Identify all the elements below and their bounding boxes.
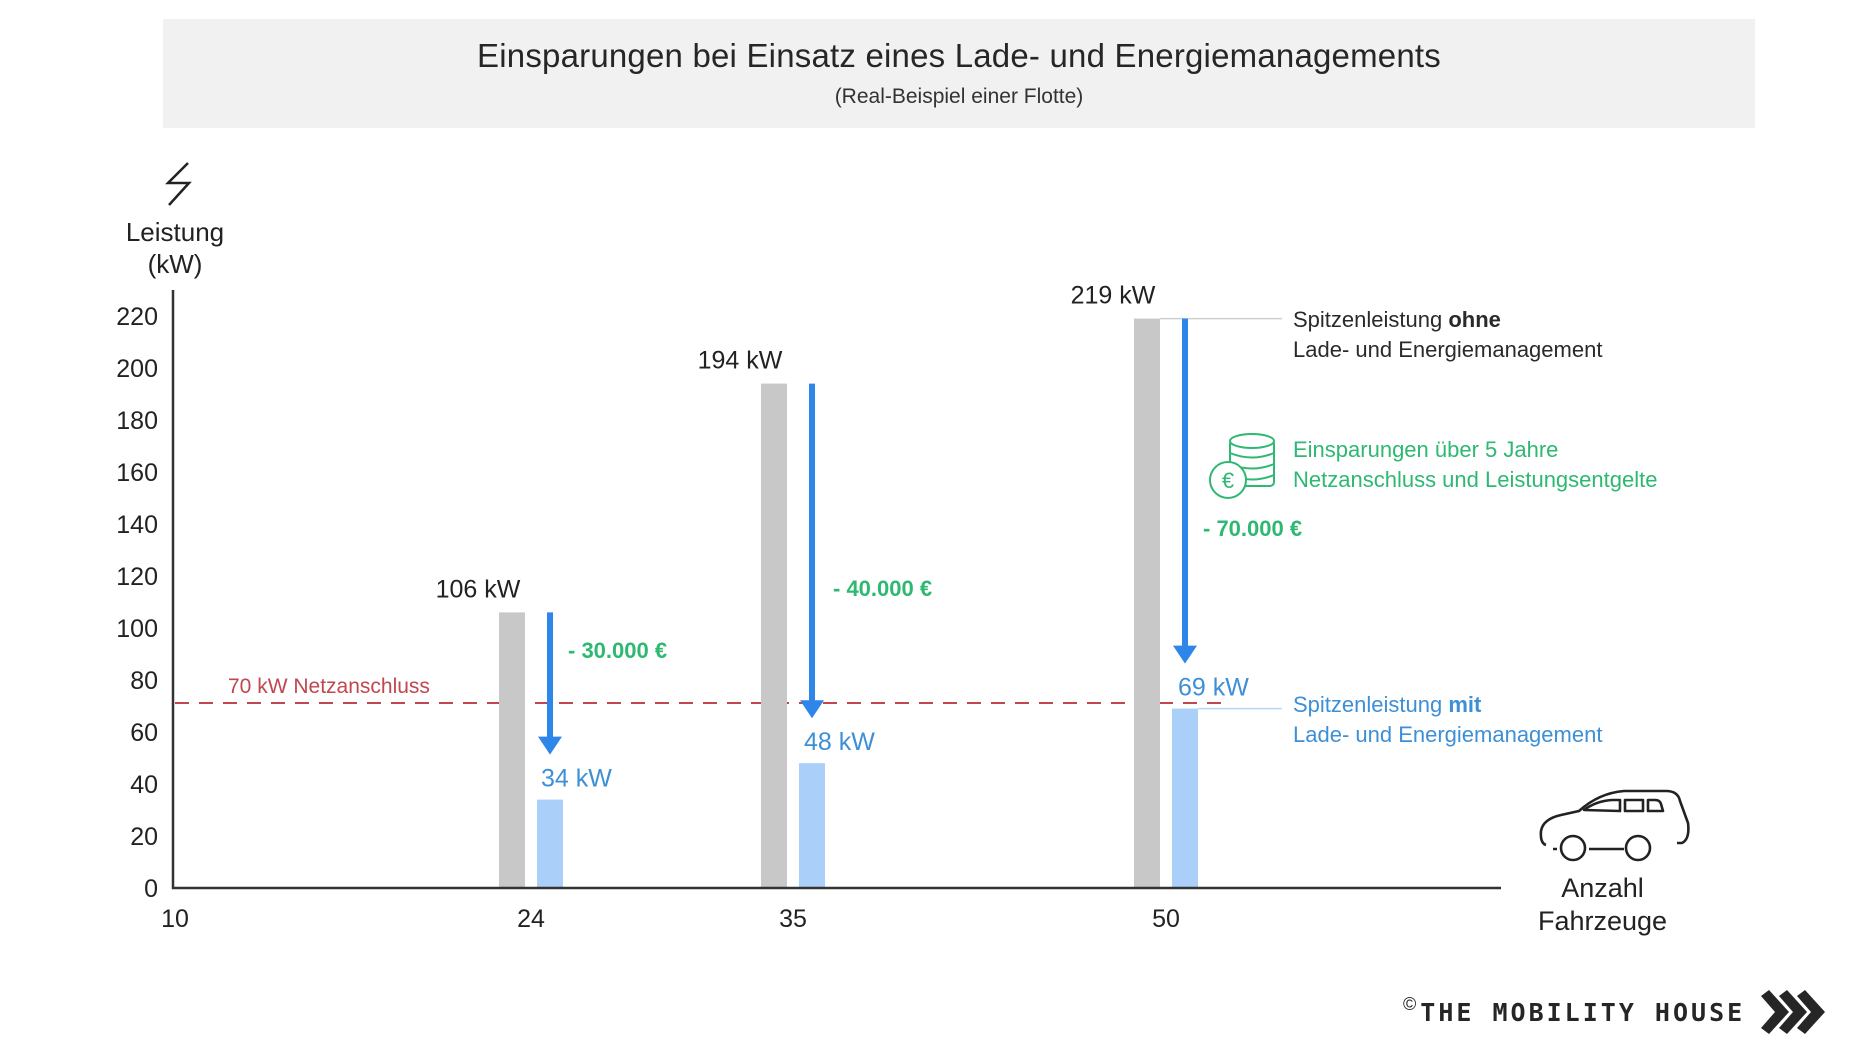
bar-without-label: 194 kW bbox=[698, 347, 783, 375]
y-axis-title-line2: (kW) bbox=[147, 249, 203, 279]
y-tick-label: 160 bbox=[116, 459, 158, 487]
legend-savings: Einsparungen über 5 Jahre Netzanschluss … bbox=[1293, 435, 1657, 495]
x-axis-title: Anzahl Fahrzeuge bbox=[1530, 872, 1675, 938]
x-axis-title-line1: Anzahl bbox=[1561, 873, 1644, 903]
y-tick-label: 80 bbox=[130, 667, 158, 695]
bar-without-label: 219 kW bbox=[1071, 282, 1156, 310]
savings-label: - 40.000 € bbox=[833, 576, 932, 601]
reference-line-label: 70 kW Netzanschluss bbox=[228, 675, 430, 698]
bar-with-label: 34 kW bbox=[541, 765, 612, 793]
legend-with: Spitzenleistung mit Lade- und Energieman… bbox=[1293, 690, 1602, 750]
y-tick-label: 140 bbox=[116, 511, 158, 539]
x-tick-label: 50 bbox=[1152, 905, 1180, 933]
title-banner: Einsparungen bei Einsatz eines Lade- und… bbox=[163, 19, 1755, 128]
y-tick-label: 120 bbox=[116, 563, 158, 591]
bar-with-label: 48 kW bbox=[804, 728, 875, 756]
copyright-symbol: © bbox=[1403, 994, 1417, 1014]
legend-with-text: Spitzenleistung bbox=[1293, 692, 1449, 717]
euro-coins-icon: € bbox=[1209, 433, 1275, 499]
x-tick-label: 35 bbox=[779, 905, 807, 933]
y-tick-label: 0 bbox=[144, 875, 158, 903]
y-tick-label: 20 bbox=[130, 823, 158, 851]
bar-without bbox=[761, 383, 787, 888]
y-tick-label: 40 bbox=[130, 771, 158, 799]
savings-arrow-head bbox=[538, 736, 562, 755]
y-tick-label: 100 bbox=[116, 615, 158, 643]
bar-with bbox=[799, 763, 825, 888]
savings-arrow-head bbox=[1173, 645, 1197, 664]
savings-label: - 70.000 € bbox=[1203, 516, 1302, 541]
legend-with-emphasis: mit bbox=[1448, 692, 1482, 717]
logo-wordmark: THE MOBILITY HOUSE bbox=[1420, 998, 1746, 1027]
chevrons-icon bbox=[1761, 990, 1826, 1034]
legend-without-emphasis: ohne bbox=[1448, 307, 1501, 332]
bar-without bbox=[1134, 318, 1160, 889]
x-tick-label: 10 bbox=[161, 905, 189, 933]
legend-without: Spitzenleistung ohne Lade- und Energiema… bbox=[1293, 305, 1602, 365]
bar-without-label: 106 kW bbox=[436, 575, 521, 603]
company-logo: © THE MOBILITY HOUSE bbox=[1403, 990, 1829, 1035]
x-tick-label: 24 bbox=[517, 905, 545, 933]
lightning-icon bbox=[164, 162, 192, 206]
y-tick-label: 180 bbox=[116, 407, 158, 435]
savings-label: - 30.000 € bbox=[568, 638, 667, 663]
x-axis-title-line2: Fahrzeuge bbox=[1537, 906, 1668, 936]
y-axis-title-line1: Leistung bbox=[125, 217, 225, 247]
bar-without bbox=[499, 612, 525, 888]
y-axis-title: Leistung (kW) bbox=[110, 216, 240, 280]
bar-with bbox=[1172, 708, 1198, 888]
y-tick-label: 60 bbox=[130, 719, 158, 747]
y-tick-label: 200 bbox=[116, 355, 158, 383]
legend-savings-line2: Netzanschluss und Leistungsentgelte bbox=[1293, 467, 1658, 492]
legend-without-line2: Lade- und Energiemanagement bbox=[1293, 337, 1603, 362]
bar-with bbox=[537, 799, 563, 888]
y-tick-label: 220 bbox=[116, 303, 158, 331]
savings-arrow-head bbox=[800, 700, 824, 719]
svg-text:€: € bbox=[1222, 468, 1234, 493]
legend-savings-line1: Einsparungen über 5 Jahre bbox=[1293, 437, 1559, 462]
legend-with-line2: Lade- und Energiemanagement bbox=[1293, 722, 1603, 747]
bar-with-label: 69 kW bbox=[1178, 674, 1249, 702]
chart-title: Einsparungen bei Einsatz eines Lade- und… bbox=[477, 37, 1441, 74]
legend-without-text: Spitzenleistung bbox=[1293, 307, 1449, 332]
chart-subtitle: (Real-Beispiel einer Flotte) bbox=[834, 85, 1084, 108]
car-icon bbox=[1539, 789, 1690, 862]
